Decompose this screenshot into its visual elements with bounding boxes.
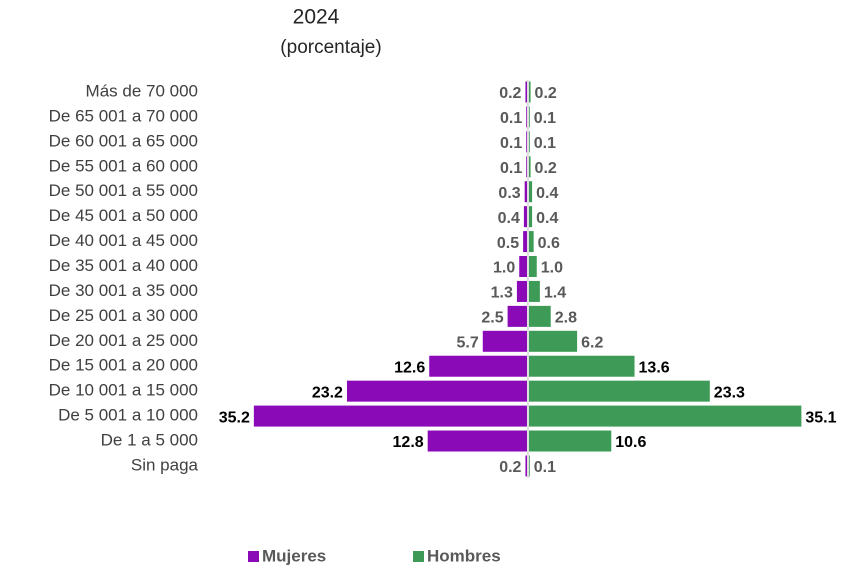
data-label: 13.6 (639, 359, 670, 376)
data-label: 35.1 (805, 409, 836, 426)
bar (429, 355, 527, 377)
category-label: De 65 001 a 70 000 (49, 106, 198, 125)
data-label: 0.1 (500, 160, 522, 177)
legend-swatch (248, 551, 259, 562)
category-label: De 40 001 a 45 000 (49, 231, 198, 250)
bar (507, 305, 527, 327)
category-label: De 30 001 a 35 000 (49, 281, 198, 300)
bar (526, 156, 527, 178)
bar (529, 81, 531, 103)
data-label: 0.6 (538, 235, 560, 252)
bar (482, 330, 527, 352)
category-label: De 35 001 a 40 000 (49, 256, 198, 275)
bar (516, 280, 527, 302)
bar (529, 131, 530, 153)
data-label: 6.2 (581, 335, 603, 352)
category-label: De 60 001 a 65 000 (49, 131, 198, 150)
bar (529, 181, 533, 203)
category-label: De 45 001 a 50 000 (49, 206, 198, 225)
bar (529, 305, 551, 327)
bar (529, 280, 540, 302)
data-label: 1.4 (544, 285, 566, 302)
data-label: 0.5 (497, 235, 519, 252)
bar (526, 106, 527, 128)
bar (523, 206, 527, 228)
data-label: 23.3 (714, 384, 745, 401)
data-label: 0.2 (535, 160, 557, 177)
legend-swatch (413, 551, 424, 562)
bar (525, 455, 527, 477)
data-label: 12.6 (394, 359, 425, 376)
data-label: 1.0 (541, 260, 563, 277)
data-label: 1.3 (491, 285, 513, 302)
category-label: Más de 70 000 (86, 81, 198, 100)
data-label: 0.1 (500, 110, 522, 127)
data-label: 35.2 (219, 409, 250, 426)
data-label: 2.8 (555, 310, 577, 327)
bar (529, 355, 635, 377)
category-label: De 50 001 a 55 000 (49, 181, 198, 200)
bar (519, 256, 527, 278)
data-label: 0.2 (535, 85, 557, 102)
data-label: 12.8 (393, 434, 424, 451)
bar (529, 430, 612, 452)
bar (526, 131, 527, 153)
category-label: De 1 a 5 000 (101, 431, 198, 450)
bar (529, 380, 710, 402)
data-label: 0.4 (498, 210, 520, 227)
data-label: 5.7 (457, 335, 479, 352)
data-label: 23.2 (312, 384, 343, 401)
chart-subtitle: (porcentaje) (280, 37, 381, 58)
category-label: De 20 001 a 25 000 (49, 331, 198, 350)
bar (529, 455, 530, 477)
data-label: 1.0 (493, 260, 515, 277)
data-label: 0.1 (534, 459, 556, 476)
data-label: 0.4 (536, 210, 558, 227)
category-label: De 15 001 a 20 000 (49, 356, 198, 375)
data-label: 0.2 (499, 459, 521, 476)
bar (529, 206, 533, 228)
bar (529, 156, 531, 178)
data-label: 2.5 (481, 310, 503, 327)
category-label: De 55 001 a 60 000 (49, 156, 198, 175)
data-label: 0.1 (534, 110, 556, 127)
bar (529, 330, 578, 352)
bar (525, 81, 527, 103)
bar (529, 106, 530, 128)
legend-label: Mujeres (262, 546, 326, 565)
category-label: De 10 001 a 15 000 (49, 381, 198, 400)
bar (253, 405, 527, 427)
data-label: 0.1 (500, 135, 522, 152)
data-label: 0.4 (536, 185, 558, 202)
bar (529, 256, 537, 278)
bar (529, 405, 802, 427)
bar (523, 231, 527, 253)
bar (346, 380, 527, 402)
bar (529, 231, 534, 253)
bar (427, 430, 527, 452)
category-label: De 25 001 a 30 000 (49, 306, 198, 325)
data-label: 0.2 (499, 85, 521, 102)
data-label: 0.1 (534, 135, 556, 152)
category-label: Sin paga (131, 455, 199, 474)
data-label: 0.3 (498, 185, 520, 202)
category-label: De 5 001 a 10 000 (58, 406, 198, 425)
chart-title: 2024 (293, 6, 340, 29)
bar (524, 181, 527, 203)
legend-label: Hombres (427, 546, 501, 565)
data-label: 10.6 (615, 434, 646, 451)
